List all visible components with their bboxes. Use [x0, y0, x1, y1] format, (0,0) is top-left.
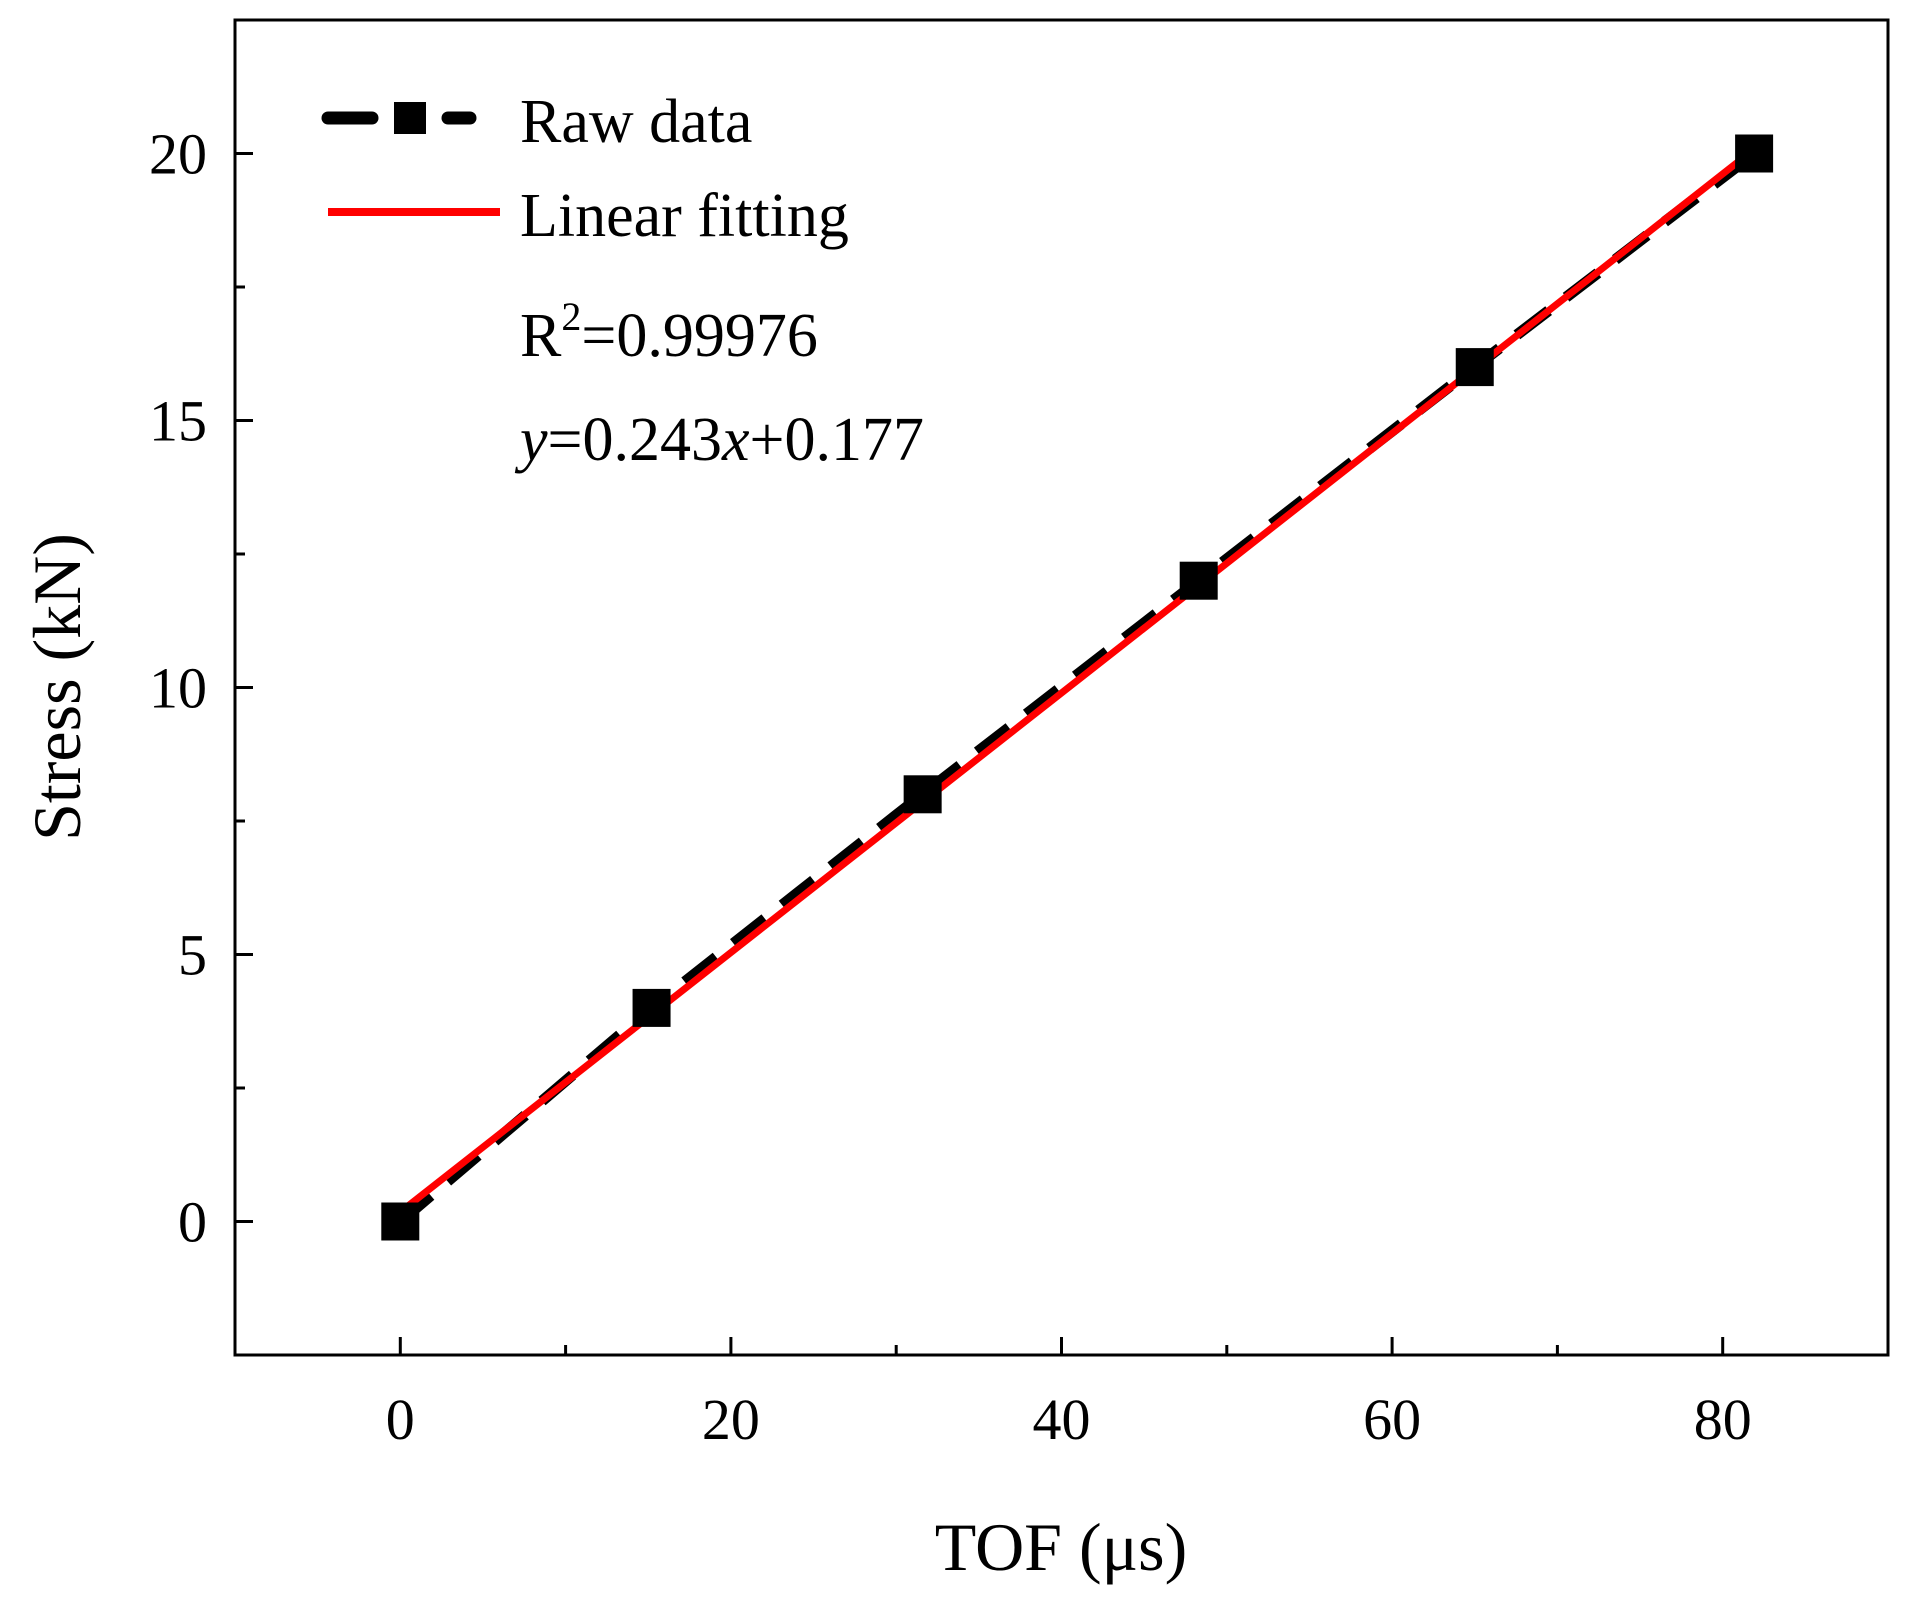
y-axis-title: Stress (kN) [19, 533, 95, 841]
linear-fit-line [398, 146, 1757, 1215]
y-tick-label: 10 [149, 656, 207, 721]
r-squared-annotation: R2=0.99976 [520, 294, 818, 370]
raw-data-point [632, 988, 671, 1027]
y-tick-labels: 0 5 10 15 20 [149, 122, 207, 1255]
axis-ticks [235, 152, 1725, 1355]
x-axis-title: TOF (μs) [935, 1509, 1187, 1585]
raw-data-point [381, 1202, 420, 1241]
fit-equation-annotation: y=0.243x+0.177 [514, 406, 924, 474]
x-tick-label: 60 [1363, 1387, 1421, 1452]
plot-frame [233, 18, 1890, 1357]
legend-raw-label: Raw data [520, 88, 752, 156]
x-tick-label: 80 [1694, 1387, 1752, 1452]
legend-raw-marker [394, 102, 426, 134]
raw-data-point [903, 775, 942, 814]
raw-data-point [1455, 348, 1494, 387]
y-tick-label: 0 [178, 1190, 207, 1255]
raw-data-point [1179, 561, 1218, 600]
y-tick-label: 5 [178, 923, 207, 988]
legend-fit-label: Linear fitting [520, 182, 849, 250]
series-layer [381, 134, 1774, 1241]
x-tick-label: 0 [386, 1387, 415, 1452]
y-tick-label: 20 [149, 122, 207, 187]
x-tick-label: 20 [702, 1387, 760, 1452]
y-tick-label: 15 [149, 389, 207, 454]
legend: Raw data Linear fitting [321, 88, 849, 250]
x-tick-labels: 0 20 40 60 80 [386, 1387, 1752, 1452]
x-tick-label: 40 [1033, 1387, 1091, 1452]
raw-data-point [1735, 134, 1774, 173]
